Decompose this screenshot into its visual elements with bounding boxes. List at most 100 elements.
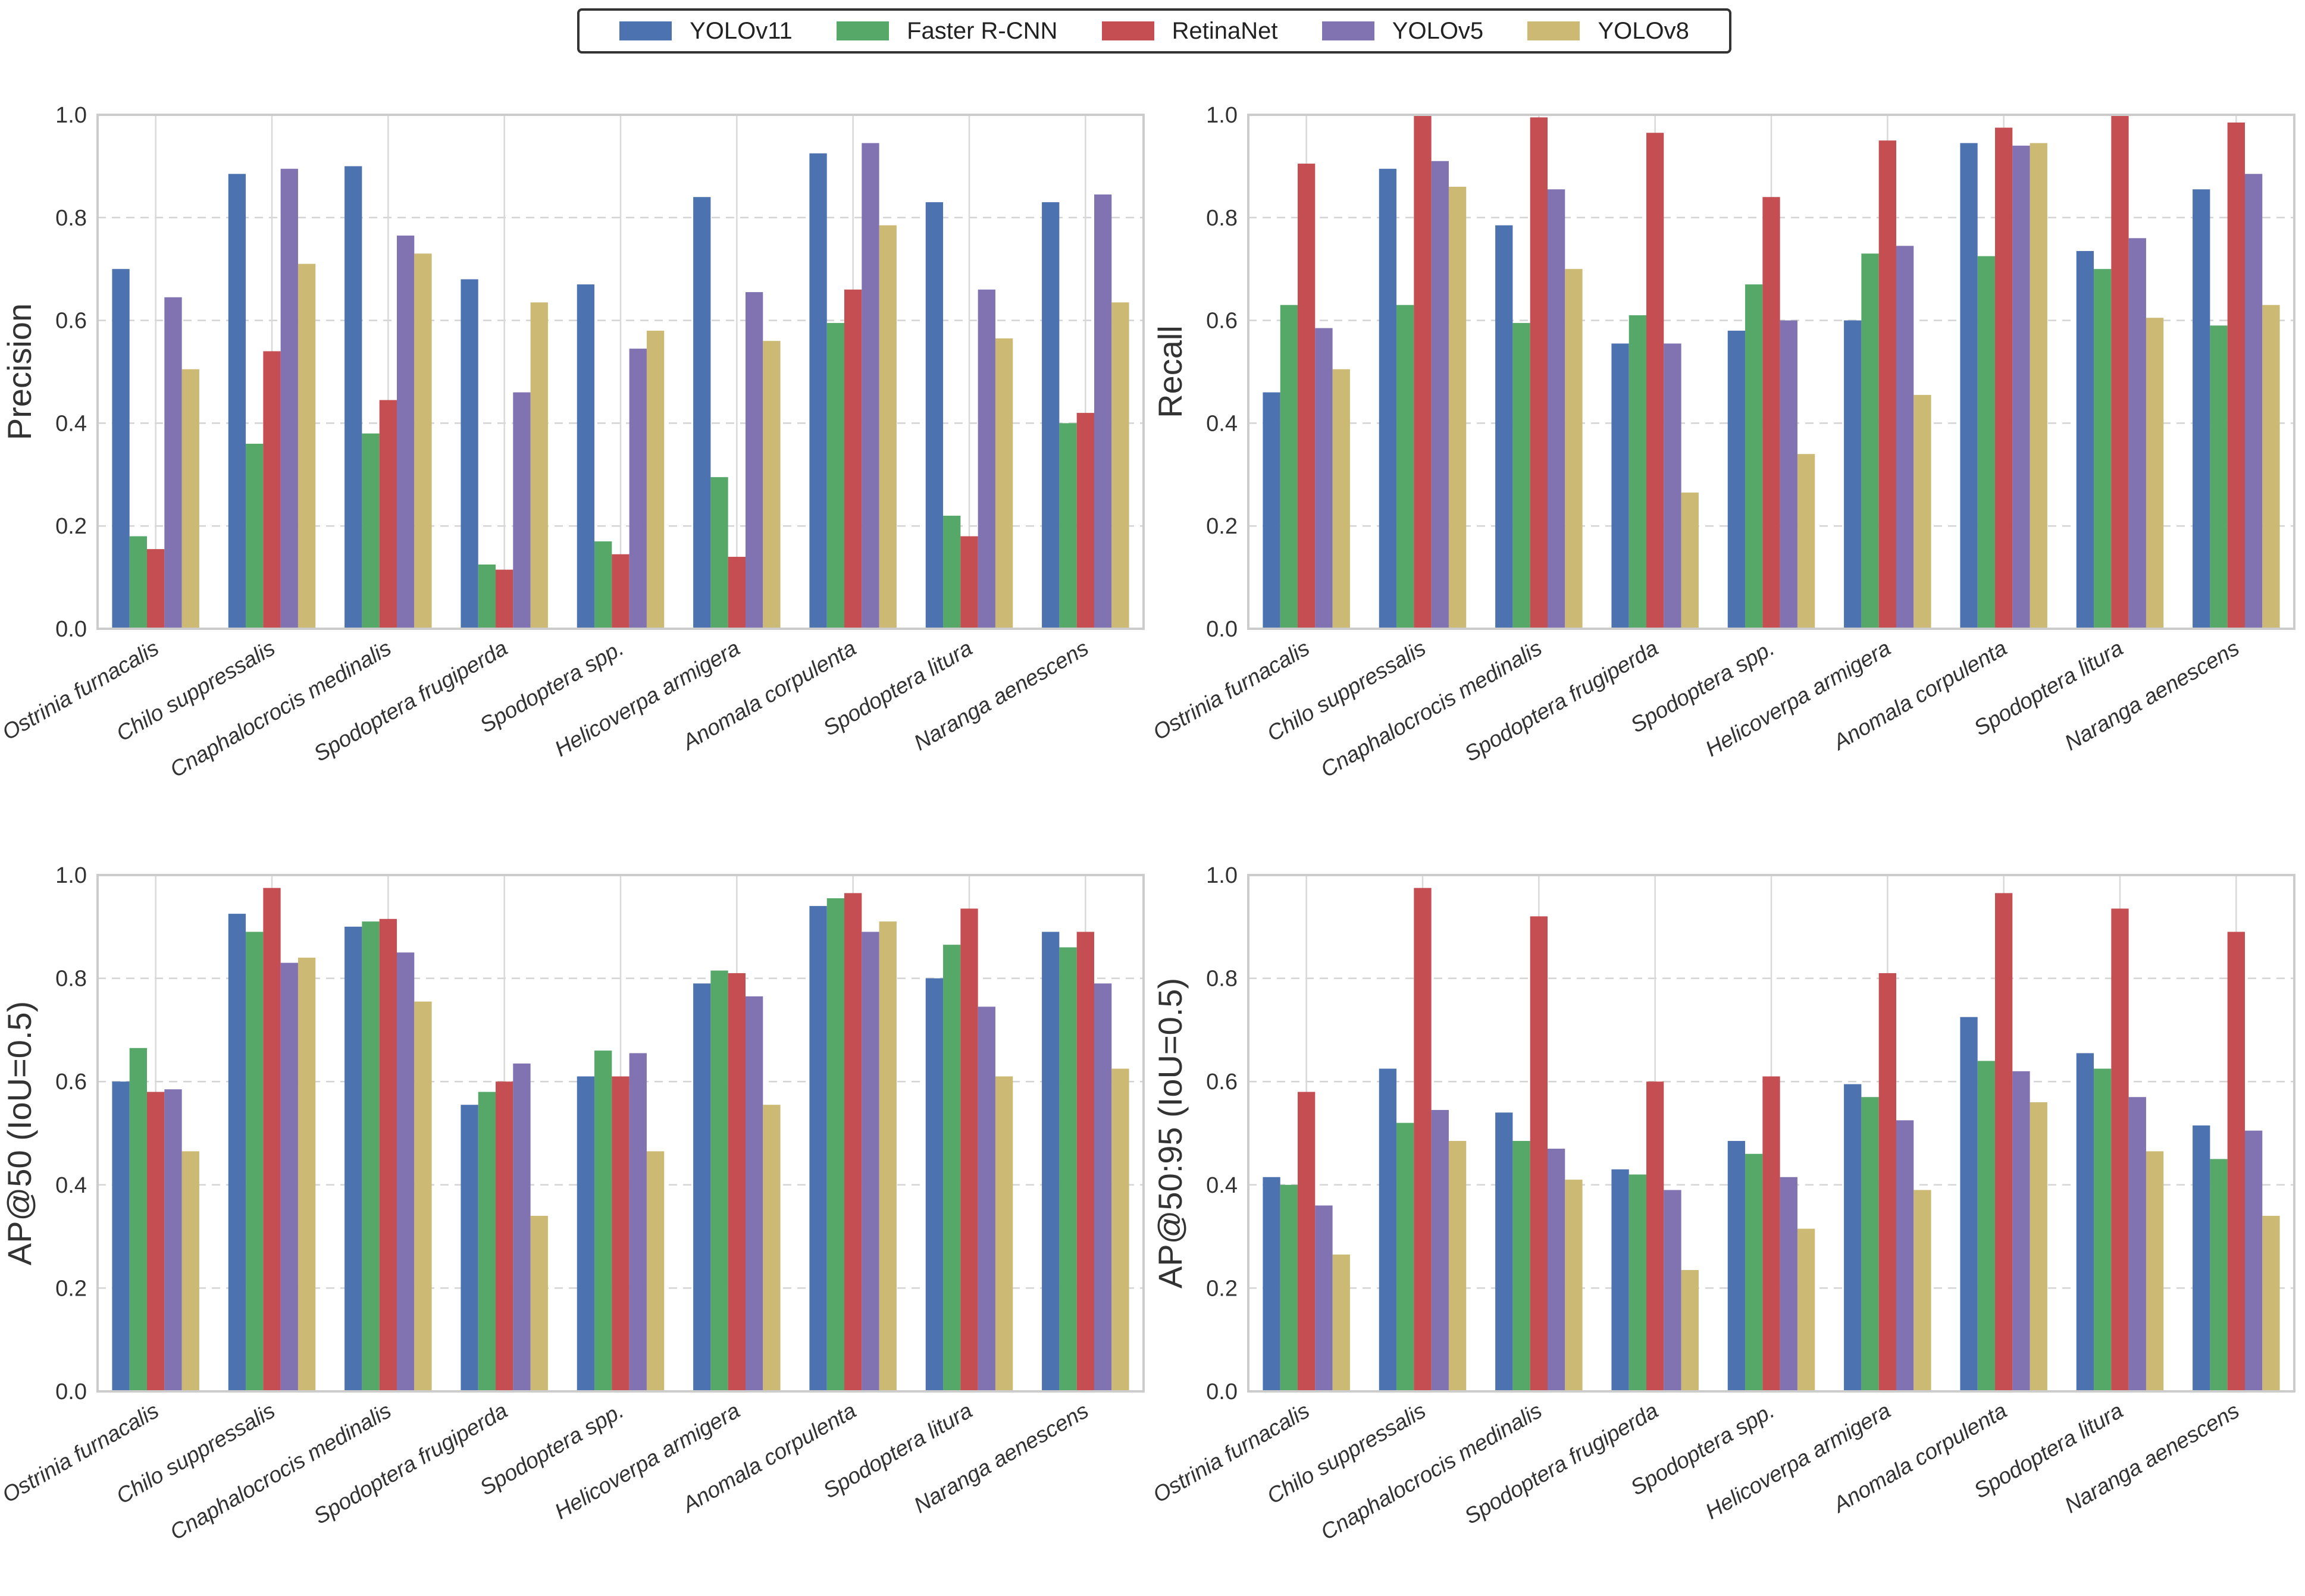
bar	[1298, 164, 1316, 629]
bar	[1762, 1076, 1780, 1391]
x-tick-label: Helicoverpa armigera	[550, 1398, 744, 1523]
bar	[826, 322, 845, 629]
bar	[728, 973, 746, 1391]
bar	[1681, 493, 1699, 629]
bar	[478, 1092, 496, 1391]
legend-swatch	[1321, 21, 1374, 40]
x-tick-label: Helicoverpa armigera	[1701, 1398, 1894, 1523]
y-tick-label: 0.6	[55, 309, 87, 334]
bar	[1512, 1141, 1530, 1391]
x-tick-label: Cnaphalocrocis medinalis	[1317, 1398, 1546, 1544]
y-tick-label: 0.2	[1206, 1276, 1238, 1301]
bar	[1727, 330, 1746, 629]
y-tick-label: 0.6	[55, 1070, 87, 1095]
bar	[1844, 1084, 1862, 1391]
bar	[594, 541, 612, 629]
y-tick-label: 0.6	[1206, 1070, 1238, 1095]
bar	[280, 168, 298, 629]
bar	[2244, 174, 2263, 629]
y-tick-label: 0.4	[55, 411, 87, 436]
bar	[646, 330, 665, 629]
legend: YOLOv11 Faster R-CNN RetinaNet YOLOv5 YO…	[577, 8, 1731, 54]
bar	[1727, 1141, 1746, 1391]
y-tick-label: 1.0	[55, 863, 87, 888]
legend-swatch	[619, 21, 672, 40]
bar	[646, 1151, 665, 1391]
y-tick-label: 1.0	[1206, 103, 1238, 128]
bar	[2262, 1215, 2280, 1391]
bar	[1664, 1190, 1681, 1391]
x-tick-label: Cnaphalocrocis medinalis	[166, 635, 396, 782]
bar	[1896, 246, 1914, 629]
bar	[2262, 305, 2280, 629]
bar	[995, 1076, 1013, 1391]
y-tick-label: 0.8	[1206, 206, 1238, 231]
x-tick-label: Spodoptera frugiperda	[1460, 635, 1662, 766]
bar	[763, 341, 781, 629]
bar	[1878, 973, 1896, 1391]
bar	[263, 888, 281, 1391]
y-axis-label: Precision	[1, 303, 38, 440]
bar	[280, 962, 298, 1391]
bar	[1111, 1068, 1129, 1391]
x-tick-label: Spodoptera frugiperda	[1460, 1398, 1662, 1529]
bar	[728, 557, 746, 629]
bar	[345, 926, 362, 1391]
y-tick-label: 0.4	[55, 1173, 87, 1198]
bar	[414, 253, 432, 629]
x-tick-label: Spodoptera frugiperda	[309, 1398, 511, 1529]
bar	[1448, 1141, 1467, 1391]
bar	[1913, 394, 1931, 629]
bar	[297, 264, 316, 629]
bar	[1414, 115, 1432, 629]
y-tick-label: 0.2	[55, 1276, 87, 1301]
bar	[1628, 1174, 1647, 1391]
bar	[1745, 284, 1763, 629]
bar	[1094, 983, 1112, 1391]
bar	[530, 1215, 548, 1391]
bar	[1913, 1190, 1931, 1391]
legend-item: YOLOv11	[619, 18, 793, 45]
legend-item: RetinaNet	[1101, 17, 1278, 45]
bar	[1646, 1081, 1664, 1391]
bar	[1396, 305, 1414, 629]
bar	[181, 1151, 199, 1391]
bar	[1315, 1205, 1333, 1391]
bar	[1263, 1177, 1280, 1391]
bar	[112, 1081, 130, 1391]
bar	[1298, 1092, 1316, 1391]
bar	[396, 952, 415, 1391]
axes-frame	[96, 114, 1145, 630]
bar	[809, 153, 827, 629]
bar	[362, 433, 380, 629]
bar	[2094, 269, 2112, 629]
bar	[763, 1105, 781, 1391]
axes-frame	[1247, 114, 2295, 630]
y-tick-label: 0.0	[1206, 1379, 1238, 1404]
y-tick-label: 0.2	[1206, 514, 1238, 539]
bar	[461, 1105, 478, 1391]
bar	[1878, 140, 1896, 629]
bar	[2193, 189, 2210, 629]
bar	[1995, 893, 2013, 1391]
bar	[2030, 1102, 2047, 1391]
legend-label: RetinaNet	[1172, 17, 1278, 44]
bar	[379, 918, 397, 1391]
bar	[1960, 143, 1978, 629]
bar	[1448, 186, 1467, 629]
bar	[629, 349, 647, 629]
bar	[2146, 318, 2164, 629]
bar	[1042, 202, 1060, 629]
axes-frame	[1247, 874, 2295, 1393]
bar	[147, 549, 165, 629]
y-tick-label: 0.8	[55, 967, 87, 992]
bar	[2076, 250, 2094, 629]
bar	[2094, 1068, 2112, 1391]
bar	[1628, 315, 1647, 629]
bar	[1530, 117, 1548, 629]
bar	[414, 1001, 432, 1391]
bar	[2227, 122, 2245, 629]
y-tick-label: 0.0	[55, 617, 87, 642]
